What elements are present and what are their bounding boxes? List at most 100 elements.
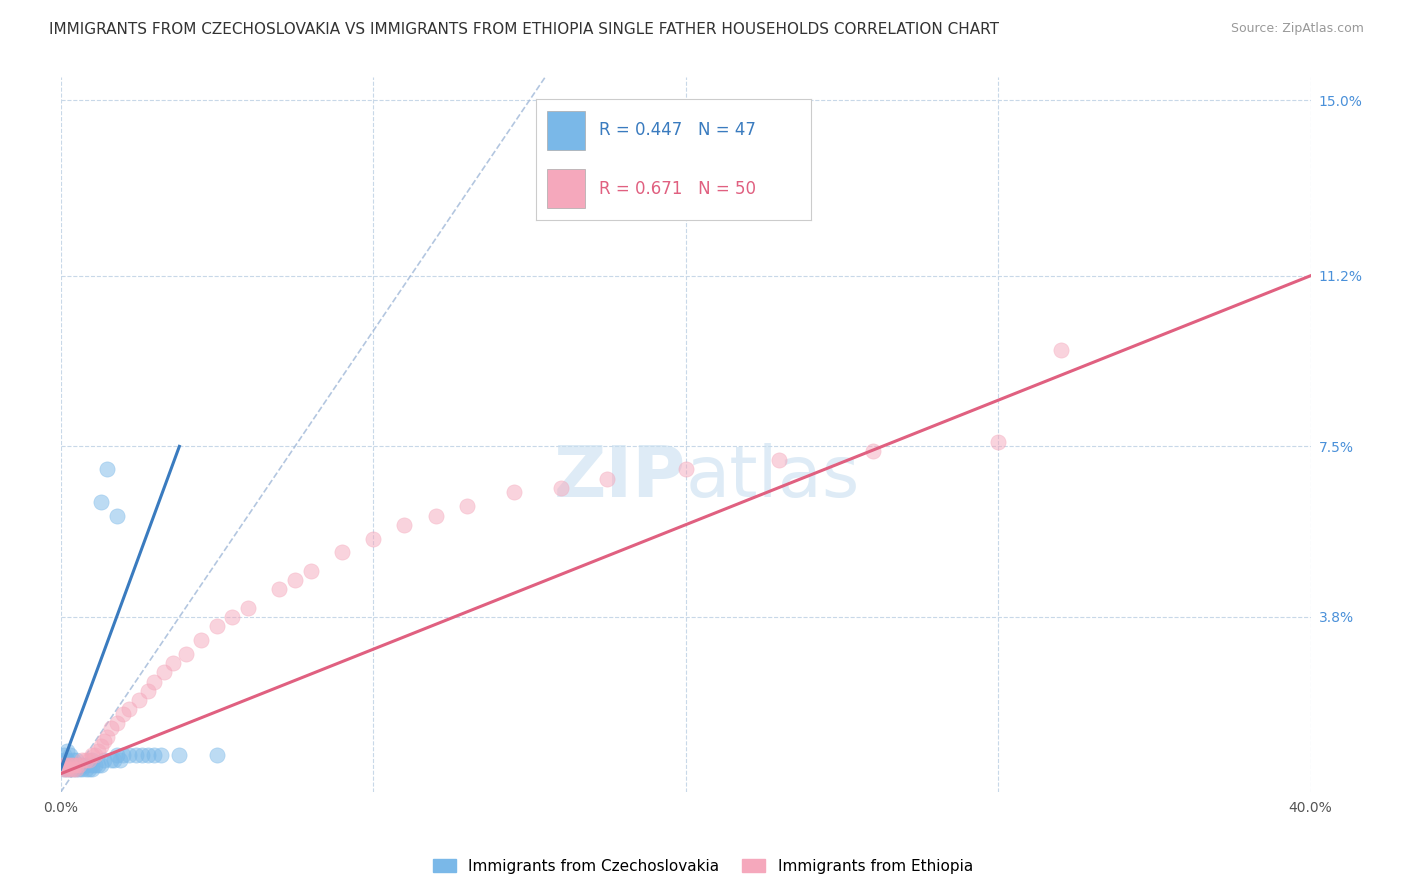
- Point: [456, 500, 478, 514]
- Point: [84, 757, 107, 772]
- Point: [96, 730, 118, 744]
- Point: [93, 734, 115, 748]
- Point: [550, 481, 572, 495]
- Point: [52, 753, 75, 767]
- Point: [205, 619, 228, 633]
- Point: [152, 665, 174, 680]
- Point: [502, 485, 524, 500]
- Point: [284, 573, 307, 587]
- Point: [93, 753, 115, 767]
- Point: [143, 674, 166, 689]
- Point: [52, 762, 75, 776]
- Point: [62, 757, 84, 772]
- Point: [87, 744, 110, 758]
- Point: [62, 753, 84, 767]
- Point: [59, 748, 82, 763]
- Point: [56, 744, 79, 758]
- Point: [103, 753, 125, 767]
- Point: [425, 508, 447, 523]
- Point: [56, 762, 79, 776]
- Point: [59, 757, 82, 772]
- Point: [143, 748, 166, 763]
- Point: [221, 610, 243, 624]
- Point: [80, 753, 103, 767]
- Point: [59, 762, 82, 776]
- Point: [236, 600, 259, 615]
- Point: [136, 748, 159, 763]
- Point: [67, 757, 90, 772]
- Point: [65, 762, 87, 776]
- Point: [90, 757, 112, 772]
- Point: [75, 753, 97, 767]
- Point: [768, 453, 790, 467]
- Point: [112, 748, 135, 763]
- Point: [56, 757, 79, 772]
- Point: [131, 748, 153, 763]
- Point: [169, 748, 191, 763]
- Point: [100, 721, 122, 735]
- Point: [77, 753, 100, 767]
- Point: [136, 683, 159, 698]
- Point: [96, 462, 118, 476]
- Point: [72, 757, 94, 772]
- Point: [118, 748, 141, 763]
- Point: [80, 762, 103, 776]
- Point: [1049, 343, 1071, 357]
- Point: [56, 757, 79, 772]
- Point: [84, 748, 107, 763]
- Text: ZIP: ZIP: [554, 443, 686, 512]
- Point: [65, 762, 87, 776]
- Point: [112, 706, 135, 721]
- Point: [90, 739, 112, 753]
- Legend: Immigrants from Czechoslovakia, Immigrants from Ethiopia: Immigrants from Czechoslovakia, Immigran…: [427, 853, 979, 880]
- Text: Source: ZipAtlas.com: Source: ZipAtlas.com: [1230, 22, 1364, 36]
- Point: [100, 753, 122, 767]
- Point: [361, 532, 384, 546]
- Point: [108, 753, 131, 767]
- Point: [205, 748, 228, 763]
- Point: [190, 633, 212, 648]
- Point: [675, 462, 697, 476]
- Point: [65, 753, 87, 767]
- Point: [394, 517, 416, 532]
- Point: [77, 762, 100, 776]
- Point: [56, 753, 79, 767]
- Point: [59, 757, 82, 772]
- Point: [105, 716, 128, 731]
- Point: [72, 753, 94, 767]
- Point: [862, 444, 884, 458]
- Point: [56, 762, 79, 776]
- Point: [299, 564, 322, 578]
- Point: [269, 582, 291, 597]
- Point: [105, 508, 128, 523]
- Point: [80, 757, 103, 772]
- Point: [75, 762, 97, 776]
- Point: [174, 647, 197, 661]
- Point: [162, 656, 184, 670]
- Point: [128, 693, 150, 707]
- Point: [65, 757, 87, 772]
- Point: [124, 748, 146, 763]
- Point: [65, 757, 87, 772]
- Point: [72, 762, 94, 776]
- Point: [67, 757, 90, 772]
- Point: [90, 494, 112, 508]
- Point: [987, 434, 1010, 449]
- Point: [52, 757, 75, 772]
- Point: [52, 748, 75, 763]
- Text: atlas: atlas: [686, 443, 860, 512]
- Point: [52, 762, 75, 776]
- Point: [118, 702, 141, 716]
- Point: [80, 748, 103, 763]
- Point: [52, 757, 75, 772]
- Point: [87, 757, 110, 772]
- Point: [62, 762, 84, 776]
- Point: [62, 762, 84, 776]
- Text: IMMIGRANTS FROM CZECHOSLOVAKIA VS IMMIGRANTS FROM ETHIOPIA SINGLE FATHER HOUSEHO: IMMIGRANTS FROM CZECHOSLOVAKIA VS IMMIGR…: [49, 22, 1000, 37]
- Point: [330, 545, 353, 559]
- Point: [149, 748, 172, 763]
- Point: [59, 762, 82, 776]
- Point: [75, 757, 97, 772]
- Point: [67, 762, 90, 776]
- Point: [596, 472, 619, 486]
